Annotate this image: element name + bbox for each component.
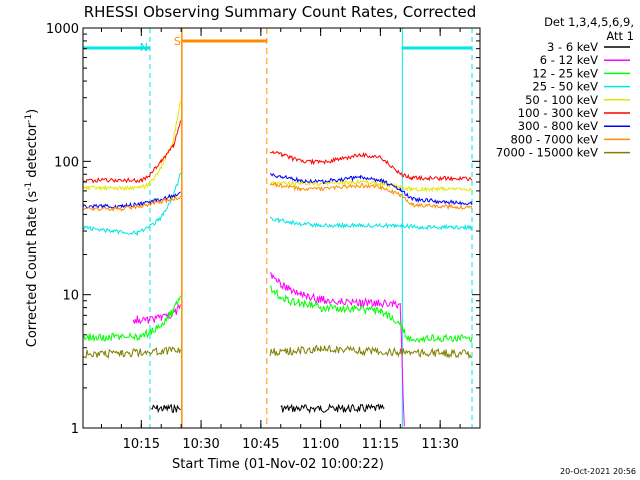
series-line-8 bbox=[82, 344, 473, 360]
y-tick-label-2: 100 bbox=[54, 155, 79, 170]
y-tick-label-0: 1 bbox=[71, 422, 79, 437]
series-line-0 bbox=[151, 403, 385, 414]
series-line-3 bbox=[82, 172, 473, 237]
annotation-night-label: N bbox=[140, 41, 148, 54]
legend-label-1: 6 - 12 keV bbox=[540, 53, 598, 67]
series-line-5 bbox=[82, 120, 473, 184]
legend-label-8: 7000 - 15000 keV bbox=[496, 146, 598, 160]
annotation-saa-label: S bbox=[174, 35, 181, 48]
x-tick-label-3: 11:00 bbox=[302, 437, 339, 452]
series-line-7 bbox=[82, 182, 473, 212]
legend-label-0: 3 - 6 keV bbox=[547, 40, 598, 54]
x-axis-label: Start Time (01-Nov-02 10:00:22) bbox=[172, 457, 384, 472]
plot-frame bbox=[82, 27, 481, 429]
legend-label-4: 50 - 100 keV bbox=[525, 93, 598, 107]
chart-title: RHESSI Observing Summary Count Rates, Co… bbox=[84, 3, 477, 21]
y-tick-label-1: 10 bbox=[62, 289, 79, 304]
x-tick-label-4: 11:15 bbox=[362, 437, 399, 452]
interval-saa-2 bbox=[181, 28, 268, 428]
y-axis-label: Corrected Count Rate (s-1 detector-1) bbox=[24, 109, 40, 347]
legend-label-2: 12 - 25 keV bbox=[532, 66, 598, 80]
x-tick-label-2: 10:45 bbox=[242, 437, 279, 452]
timestamp: 20-Oct-2021 20:56 bbox=[560, 467, 636, 476]
y-axis: 1 10 100 1000 bbox=[46, 22, 480, 437]
legend-label-7: 800 - 7000 keV bbox=[510, 132, 598, 146]
series-line-2 bbox=[82, 285, 473, 344]
x-tick-label-0: 10:15 bbox=[123, 437, 160, 452]
x-tick-label-1: 10:30 bbox=[182, 437, 219, 452]
y-tick-label-3: 1000 bbox=[46, 22, 79, 37]
legend-label-6: 300 - 800 keV bbox=[518, 119, 598, 133]
legend-label-5: 100 - 300 keV bbox=[518, 106, 598, 120]
legend-header-line-1: Det 1,3,4,5,6,9, bbox=[544, 15, 634, 29]
legend-header-line-2: Att 1 bbox=[606, 29, 634, 43]
x-axis: 10:15 10:30 10:45 11:00 11:15 11:30 bbox=[100, 28, 461, 452]
x-tick-label-5: 11:30 bbox=[421, 437, 458, 452]
legend-label-3: 25 - 50 keV bbox=[532, 80, 598, 94]
